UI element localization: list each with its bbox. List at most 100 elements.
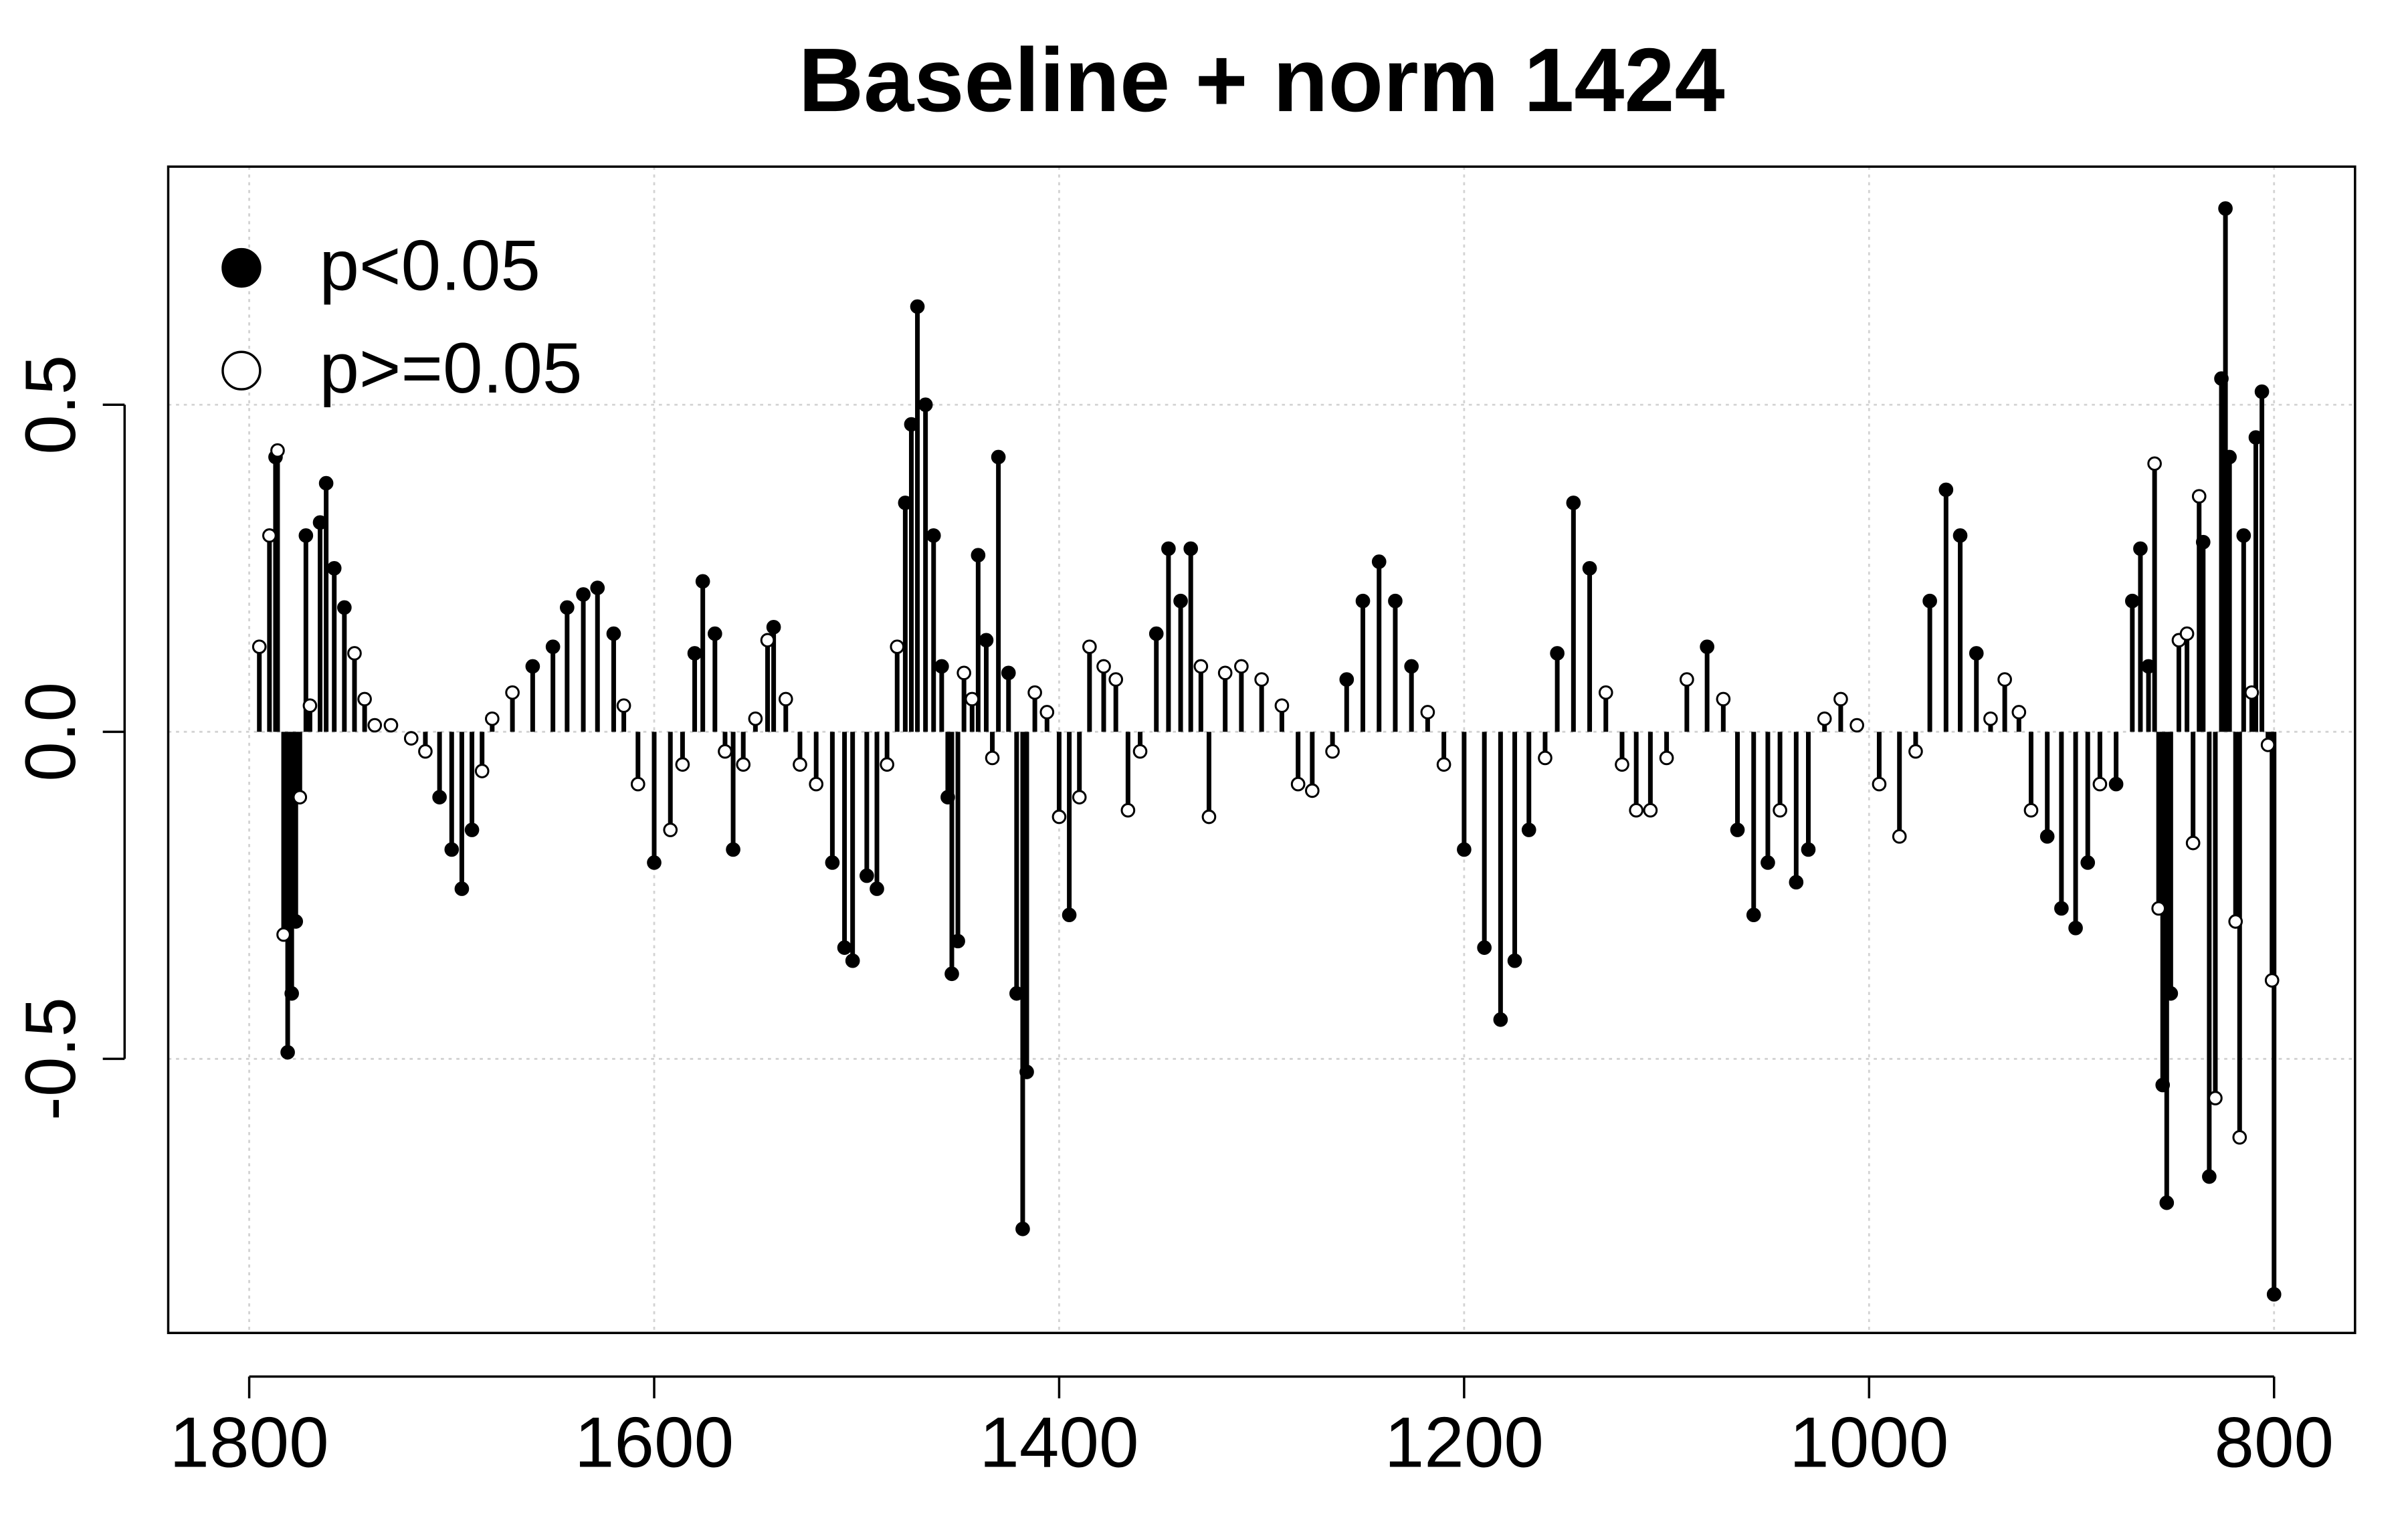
point [312,515,328,530]
point [971,548,986,563]
point [1082,639,1097,654]
point [2248,430,2264,445]
point [860,868,874,883]
point [298,528,314,543]
point [1849,718,1864,733]
point [383,718,399,733]
point [1234,659,1249,674]
point [2185,835,2201,851]
point [276,927,291,942]
point [934,659,949,674]
point [1420,705,1435,720]
point [940,790,955,804]
point [1148,626,1164,641]
point [918,397,933,413]
point [284,986,299,1001]
point [1339,672,1354,687]
point [2141,659,2156,674]
plot-frame [167,165,2356,1335]
point [825,855,840,870]
point [890,639,905,654]
point [454,881,470,896]
point [1643,802,1658,818]
point [1773,802,1787,818]
x-tick-label: 1800 [169,1402,328,1483]
point [1404,659,1419,674]
point [1009,986,1024,1001]
point [525,659,540,674]
point [1507,953,1522,968]
legend-label: p<0.05 [319,225,540,305]
point [766,619,781,635]
point [2080,855,2096,870]
point [2244,685,2260,700]
point [444,842,460,857]
point [1761,855,1775,870]
point [1817,711,1832,726]
point [1183,541,1199,556]
point [880,757,894,772]
point [576,587,591,602]
point [403,731,419,746]
point [2125,593,2140,609]
point [2195,534,2211,550]
point [809,776,824,792]
point [560,600,575,615]
point [1051,809,1067,825]
point [1997,672,2012,687]
point [2151,901,2167,916]
point [647,855,662,870]
point [2068,920,2083,936]
point [1908,744,1923,759]
point [302,698,318,714]
point [2163,986,2179,1001]
point [1096,659,1111,674]
point [726,842,740,857]
point [1598,685,1613,700]
point [1457,842,1472,857]
point [474,764,490,778]
point [2208,1091,2223,1105]
point [1388,593,1403,609]
point [2155,1077,2171,1093]
point [695,574,710,589]
point [910,299,925,314]
point [1629,802,1644,818]
point [1120,802,1136,818]
points [252,201,2282,1302]
point [280,1045,295,1060]
point [252,639,267,654]
point [1550,646,1565,661]
y-tick-label: 0.0 [10,682,90,782]
point [1161,541,1176,556]
point [1872,776,1887,792]
point [793,757,807,772]
point [432,790,447,804]
point [2260,738,2276,752]
point [898,496,913,510]
chart-title: Baseline + norm 1424 [799,29,1725,130]
y-tick-label: -0.5 [10,997,90,1121]
point [1680,672,1694,687]
point [1538,750,1552,766]
point [904,417,919,432]
point [1015,1221,1030,1236]
point [505,685,520,700]
spikes [257,208,2277,1295]
point [2222,449,2237,465]
point [318,475,334,491]
point [2179,626,2195,641]
point [1062,907,1077,923]
point [1983,711,1998,726]
point [675,757,690,772]
point [326,560,342,576]
point [979,633,994,648]
point [965,691,980,707]
point [1789,875,1804,890]
point [1952,528,1968,543]
point [262,528,277,543]
point [736,757,751,772]
point [1716,691,1731,707]
point [1108,672,1124,687]
point [718,744,732,759]
